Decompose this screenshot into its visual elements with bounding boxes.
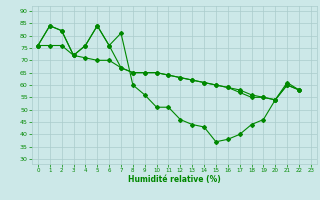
- X-axis label: Humidité relative (%): Humidité relative (%): [128, 175, 221, 184]
